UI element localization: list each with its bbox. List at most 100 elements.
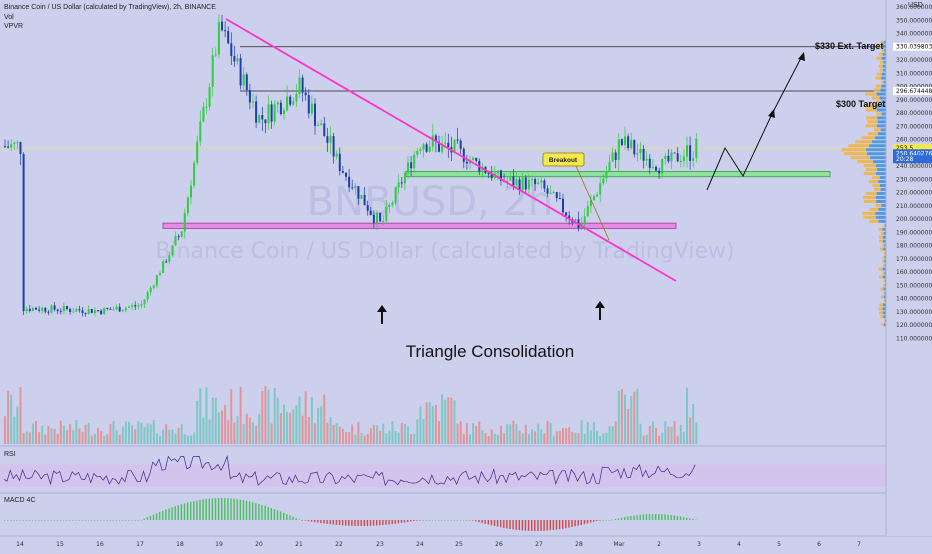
candle bbox=[109, 307, 112, 310]
candle bbox=[211, 47, 214, 97]
candle bbox=[537, 178, 540, 185]
candle bbox=[143, 299, 146, 309]
candle bbox=[236, 54, 239, 65]
volume-bar bbox=[676, 435, 679, 444]
time-axis[interactable]: 14 15 16 17 18 19 20 21 22 23 24 25 26 27 28 Mar 2 3 4 5 6 7 bbox=[16, 541, 861, 548]
vpvr-bar bbox=[883, 283, 885, 287]
candle bbox=[555, 191, 558, 202]
vpvr-bar bbox=[875, 84, 882, 88]
vpvr-bar bbox=[882, 52, 886, 56]
candle bbox=[695, 133, 698, 163]
candle bbox=[35, 306, 37, 310]
volume-bar bbox=[155, 433, 158, 444]
vpvr-bar bbox=[875, 195, 886, 199]
vpvr-bar bbox=[869, 144, 886, 148]
candle bbox=[679, 154, 682, 168]
macd-bar bbox=[565, 520, 567, 529]
vpvr-bar bbox=[876, 108, 886, 112]
vpvr-bar bbox=[844, 152, 868, 156]
macd-bar bbox=[537, 520, 539, 531]
candle bbox=[379, 212, 382, 223]
candle bbox=[152, 284, 155, 290]
y-tick-label: 340.0000000 bbox=[896, 31, 932, 38]
vpvr-bar bbox=[882, 303, 886, 307]
vpvr-bar bbox=[865, 92, 877, 96]
vpvr-bar bbox=[867, 132, 878, 136]
vpvr-bar bbox=[884, 255, 886, 259]
vpvr-bar bbox=[880, 60, 884, 64]
x-tick-label: 4 bbox=[737, 541, 741, 548]
macd-bar bbox=[500, 520, 502, 528]
target-levels bbox=[0, 46, 886, 149]
volume-bar bbox=[44, 434, 47, 444]
breakout-label: Breakout bbox=[549, 157, 578, 164]
zones bbox=[162, 171, 831, 229]
volume-bar bbox=[645, 434, 648, 444]
macd-bar bbox=[630, 516, 632, 520]
candle bbox=[410, 156, 413, 177]
candle bbox=[682, 149, 685, 167]
macd-bar bbox=[131, 520, 133, 521]
macd-bar bbox=[47, 520, 49, 521]
candle bbox=[38, 306, 41, 313]
vpvr-bar bbox=[865, 104, 877, 108]
vpvr-bar bbox=[878, 180, 886, 184]
vpvr-bar bbox=[883, 287, 886, 291]
candle bbox=[69, 307, 72, 315]
ext-target-label: $330 Ext. Target bbox=[815, 41, 883, 51]
volume-bar bbox=[4, 416, 6, 444]
macd-bar bbox=[509, 520, 511, 529]
candle bbox=[642, 144, 645, 169]
volume-bar bbox=[267, 389, 270, 444]
price-axis[interactable]: 360.0000000 350.0000000 340.0000000 320.000… bbox=[885, 0, 932, 536]
volume-bar bbox=[438, 421, 440, 444]
volume-bar bbox=[214, 397, 217, 444]
macd-bar bbox=[593, 520, 595, 522]
candle bbox=[314, 98, 316, 135]
vpvr-bar bbox=[883, 315, 886, 319]
candle bbox=[174, 231, 177, 247]
macd-bar bbox=[633, 515, 635, 520]
vpvr-bar bbox=[875, 203, 882, 207]
x-tick-label: 19 bbox=[215, 541, 223, 548]
volume-bar bbox=[239, 386, 242, 444]
candle bbox=[416, 147, 419, 158]
volume-bar bbox=[506, 423, 509, 444]
macd-bar bbox=[540, 520, 542, 531]
macd-bar bbox=[239, 499, 241, 520]
candle bbox=[137, 302, 140, 310]
y-tick-label: 320.0000000 bbox=[896, 57, 932, 64]
rsi-line bbox=[3, 454, 696, 487]
x-tick-label: 5 bbox=[777, 541, 781, 548]
currency-label: USD bbox=[908, 2, 923, 9]
candle bbox=[267, 95, 270, 130]
volume-profile bbox=[841, 40, 886, 327]
vpvr-bar bbox=[876, 199, 886, 203]
y-tick-label: 220.0000000 bbox=[896, 190, 932, 197]
macd-bar bbox=[121, 520, 124, 521]
x-tick-label: 27 bbox=[535, 541, 543, 548]
candle bbox=[602, 174, 605, 186]
macd-bar bbox=[320, 520, 322, 524]
macd-bar bbox=[4, 520, 6, 521]
volume-bar bbox=[605, 433, 608, 444]
macd-bar bbox=[66, 520, 68, 521]
volume-bar bbox=[338, 426, 341, 444]
candle bbox=[534, 177, 537, 191]
volume-bar bbox=[93, 433, 96, 444]
vpvr-bar bbox=[882, 271, 885, 275]
candle bbox=[128, 305, 130, 309]
vpvr-bar bbox=[881, 72, 886, 76]
volume-bar bbox=[22, 432, 25, 444]
macd-bar bbox=[354, 520, 356, 526]
candle bbox=[298, 69, 301, 99]
vpvr-bar bbox=[880, 315, 884, 319]
volume-bar bbox=[279, 412, 282, 444]
volume-bar bbox=[475, 426, 478, 444]
volume-bar bbox=[283, 404, 285, 444]
vpvr-bar bbox=[879, 311, 883, 315]
volume-bar bbox=[444, 399, 447, 444]
vpvr-bar bbox=[884, 259, 886, 263]
